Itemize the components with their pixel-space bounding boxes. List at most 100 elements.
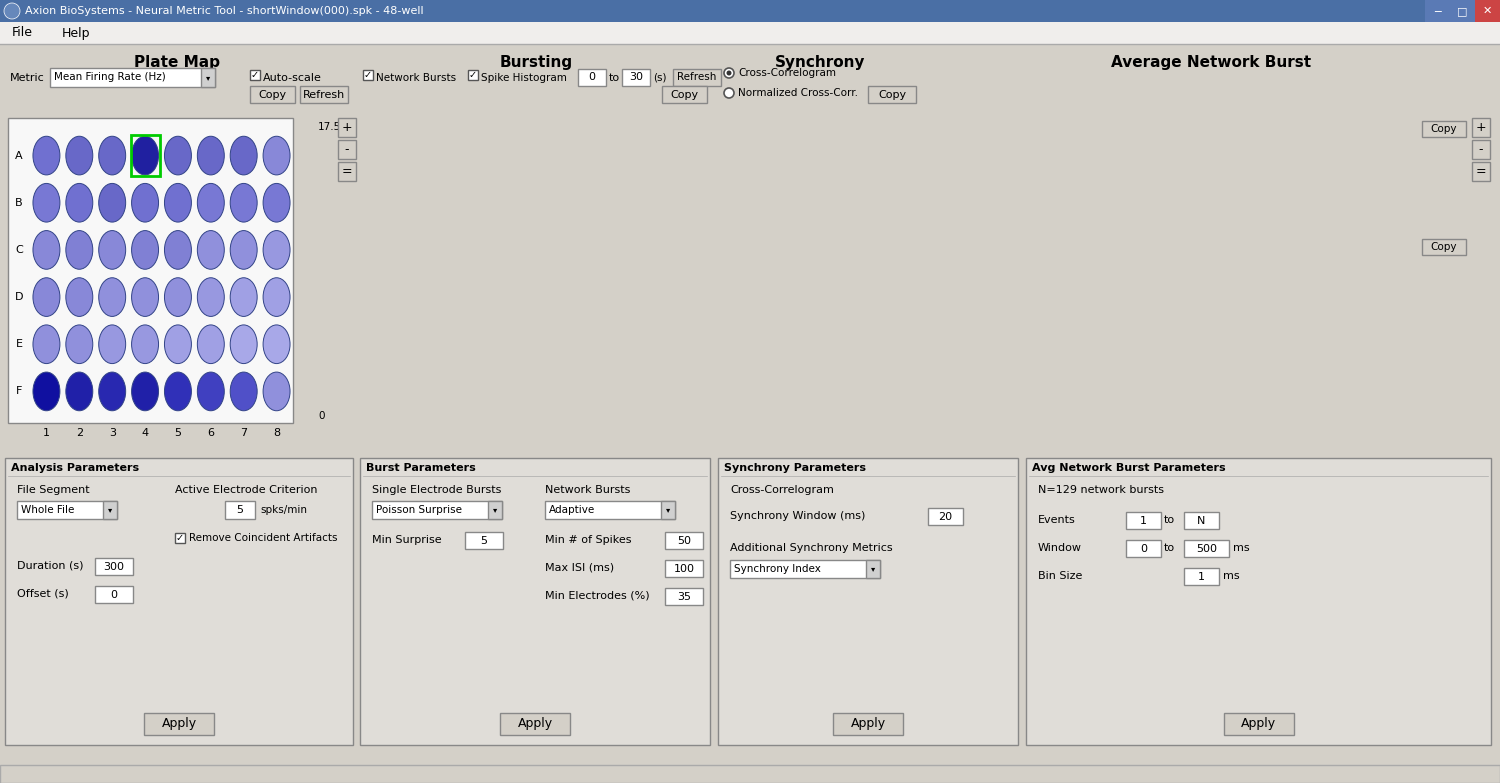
Bar [372, 501, 502, 519]
Bar [672, 261, 680, 406]
Bar [664, 588, 704, 605]
Text: 17.5: 17.5 [318, 122, 340, 132]
Ellipse shape [230, 136, 256, 175]
Bar [465, 532, 503, 549]
Bar [1422, 121, 1466, 137]
Bar [1184, 568, 1219, 585]
Text: Duration (s): Duration (s) [16, 561, 84, 571]
Text: Bin Size: Bin Size [1038, 571, 1083, 581]
Bar [94, 586, 134, 603]
Ellipse shape [33, 278, 60, 316]
Ellipse shape [262, 136, 290, 175]
Bar [833, 713, 903, 735]
Text: Active Electrode Criterion: Active Electrode Criterion [176, 485, 318, 495]
Ellipse shape [99, 278, 126, 316]
Text: File Segment: File Segment [16, 485, 90, 495]
Text: E: E [15, 339, 22, 349]
Bar [338, 118, 356, 137]
Bar [578, 69, 606, 86]
Ellipse shape [132, 183, 159, 222]
Text: (s): (s) [652, 73, 666, 83]
Bar [1450, 0, 1474, 22]
Ellipse shape [198, 136, 225, 175]
Ellipse shape [99, 136, 126, 175]
Ellipse shape [198, 230, 225, 269]
Text: 300: 300 [104, 561, 125, 572]
Bar [620, 261, 627, 406]
Text: Apply: Apply [1240, 717, 1276, 731]
Text: ▾: ▾ [108, 506, 112, 514]
Ellipse shape [99, 372, 126, 411]
Circle shape [4, 3, 20, 19]
Bar [662, 501, 675, 519]
Text: 8: 8 [273, 428, 280, 438]
Bar [375, 261, 382, 406]
Bar [664, 560, 704, 577]
Text: B: B [15, 198, 22, 207]
Text: Max ISI (ms): Max ISI (ms) [544, 563, 614, 573]
Bar [410, 261, 417, 406]
Ellipse shape [198, 372, 225, 411]
Bar [620, 261, 627, 406]
Bar [488, 501, 502, 519]
Text: Metric: Metric [10, 73, 45, 83]
Ellipse shape [165, 325, 192, 363]
Text: 0.2: 0.2 [736, 370, 754, 380]
Text: Plate Map: Plate Map [134, 55, 220, 70]
Ellipse shape [262, 183, 290, 222]
Ellipse shape [230, 278, 256, 316]
Ellipse shape [99, 183, 126, 222]
Bar [8, 118, 292, 423]
Bar [130, 135, 159, 176]
Text: 50: 50 [676, 536, 692, 546]
Text: Offset (s): Offset (s) [16, 589, 69, 599]
Text: 5: 5 [480, 536, 488, 546]
Text: 0: 0 [318, 411, 324, 421]
Ellipse shape [66, 372, 93, 411]
Text: 4: 4 [141, 428, 148, 438]
Text: 0: 0 [588, 73, 596, 82]
Ellipse shape [165, 230, 192, 269]
Ellipse shape [230, 372, 256, 411]
Bar [251, 70, 260, 80]
Text: Apply: Apply [850, 717, 885, 731]
Ellipse shape [132, 278, 159, 316]
Ellipse shape [33, 136, 60, 175]
Bar [868, 86, 916, 103]
Text: =: = [1476, 165, 1486, 178]
Bar [1184, 540, 1228, 557]
Text: 7: 7 [240, 428, 248, 438]
Text: D: D [15, 292, 24, 302]
Ellipse shape [33, 372, 60, 411]
Ellipse shape [33, 230, 60, 269]
Bar [1026, 458, 1491, 745]
Text: -: - [345, 143, 350, 156]
Text: Synchrony Index: Synchrony Index [734, 564, 821, 574]
Text: 2: 2 [75, 428, 82, 438]
Bar [567, 261, 574, 406]
Ellipse shape [198, 325, 225, 363]
Bar [0, 22, 1500, 44]
Circle shape [724, 88, 734, 98]
Bar [462, 261, 470, 406]
Ellipse shape [165, 136, 192, 175]
Text: 6: 6 [207, 428, 214, 438]
Bar [144, 713, 214, 735]
Text: Burst Parameters: Burst Parameters [366, 463, 476, 473]
Ellipse shape [165, 278, 192, 316]
Bar [94, 558, 134, 575]
Bar [1422, 239, 1466, 255]
Ellipse shape [132, 372, 159, 411]
Bar [622, 69, 650, 86]
Bar [1224, 713, 1293, 735]
Text: ▾: ▾ [206, 73, 210, 82]
Text: Apply: Apply [518, 717, 552, 731]
Text: 5: 5 [174, 428, 182, 438]
Bar [1126, 512, 1161, 529]
Bar [1472, 140, 1490, 159]
Ellipse shape [66, 278, 93, 316]
Bar [526, 261, 534, 406]
Text: Adaptive: Adaptive [549, 505, 596, 515]
Bar [544, 501, 675, 519]
Bar [225, 501, 255, 519]
